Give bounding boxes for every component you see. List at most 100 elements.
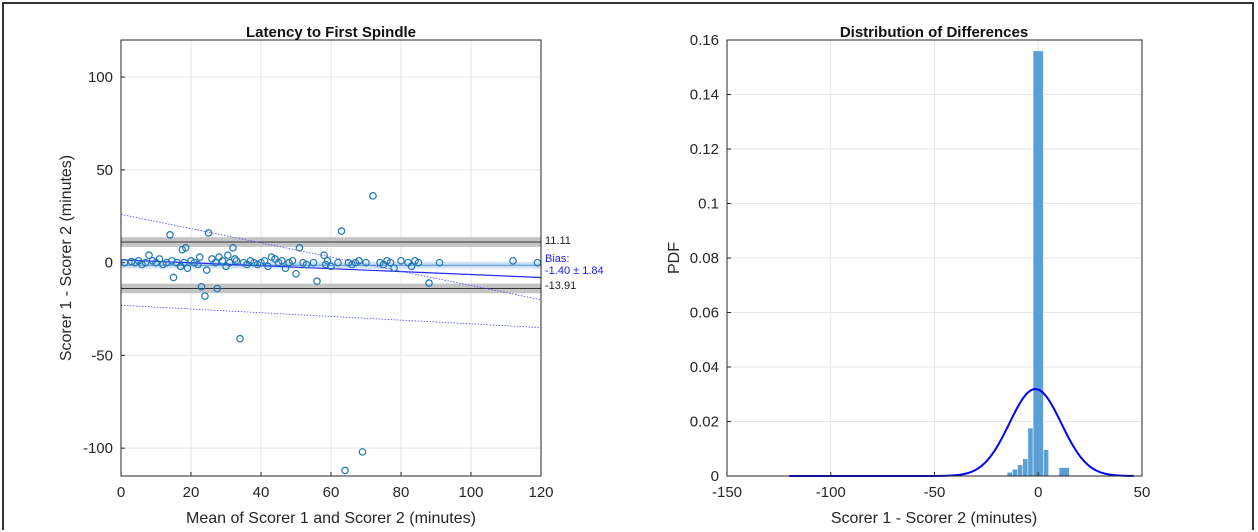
- bland-altman-chart: 0 20 40 60 80 100 120 100 50 0 -50 -100 Latency to…: [58, 24, 604, 527]
- left-x-axis-label: Mean of Scorer 1 and Scorer 2 (minutes): [186, 510, 476, 527]
- data-point: [181, 243, 190, 252]
- lower-loa-label: -13.91: [545, 280, 576, 292]
- data-point: [358, 448, 367, 456]
- data-point: [386, 258, 395, 267]
- y-tick-label: 0.02: [690, 414, 719, 431]
- data-point: [236, 334, 244, 343]
- y-tick-label: 0: [711, 468, 719, 485]
- histogram-chart: -150 -100 -50 0 50 0 0.02 0.04 0.06 0.08 0.1 0.12 0…: [666, 24, 1150, 527]
- y-tick-label: -50: [91, 347, 113, 364]
- histogram-bar: [1032, 50, 1044, 477]
- y-tick-label: 0.14: [690, 87, 719, 104]
- x-tick-label: 40: [253, 484, 270, 501]
- data-point: [355, 256, 363, 265]
- histogram-bar: [1027, 427, 1034, 477]
- data-point: [141, 258, 150, 267]
- limit-bands: [121, 237, 541, 294]
- x-tick-label: -100: [816, 484, 846, 501]
- data-point: [229, 243, 237, 252]
- histogram-bar: [1012, 468, 1018, 477]
- data-point: [435, 258, 444, 267]
- scatter-points: [120, 192, 542, 475]
- right-grid: [726, 39, 1143, 477]
- x-tick-label: 0: [117, 484, 125, 501]
- histogram-bar: [1043, 449, 1049, 477]
- right-x-ticks: -150 -100 -50 0 50: [712, 472, 1150, 501]
- data-point: [281, 264, 290, 273]
- left-y-ticks: 100 50 0 -50 -100: [83, 69, 125, 457]
- data-point: [264, 262, 272, 271]
- data-point: [169, 273, 178, 282]
- left-chart-title: Latency to First Spindle: [246, 24, 416, 41]
- bias-value-label: -1.40 ± 1.84: [545, 265, 604, 277]
- left-grid: [120, 40, 542, 476]
- data-point: [145, 251, 153, 260]
- y-tick-label: 0.04: [690, 359, 719, 376]
- histogram-bar: [1006, 471, 1013, 477]
- data-point: [218, 256, 227, 265]
- right-x-axis-label: Scorer 1 - Scorer 2 (minutes): [831, 510, 1037, 527]
- regression-upper-line: [120, 214, 542, 301]
- data-point: [362, 258, 370, 267]
- data-point: [397, 256, 405, 265]
- y-tick-label: 0.06: [690, 305, 719, 322]
- x-tick-label: -150: [712, 484, 742, 501]
- y-tick-label: 0.1: [698, 196, 719, 213]
- right-y-ticks: 0 0.02 0.04 0.06 0.08 0.1 0.12 0.14 0.16: [690, 32, 731, 485]
- y-tick-label: 0.08: [690, 250, 719, 267]
- data-point: [232, 256, 241, 265]
- data-point: [195, 253, 204, 261]
- data-point: [320, 251, 328, 260]
- y-tick-label: 100: [88, 69, 113, 86]
- data-point: [334, 258, 342, 267]
- data-point: [225, 258, 234, 267]
- x-tick-label: 120: [528, 484, 553, 501]
- bias-label: Bias:: [545, 253, 569, 265]
- histogram-bar: [1058, 467, 1070, 477]
- data-point: [509, 256, 517, 265]
- y-tick-label: -100: [83, 440, 113, 457]
- data-point: [223, 251, 232, 260]
- x-tick-label: 60: [323, 484, 340, 501]
- x-tick-label: 20: [183, 484, 200, 501]
- data-point: [323, 256, 332, 265]
- x-tick-label: 100: [458, 484, 483, 501]
- data-point: [155, 255, 164, 263]
- data-point: [327, 262, 335, 271]
- data-point: [166, 231, 174, 239]
- right-y-axis-label: PDF: [666, 242, 683, 274]
- data-point: [390, 264, 398, 273]
- data-point: [341, 466, 349, 475]
- regression-lower-line: [120, 304, 542, 328]
- x-tick-label: 50: [1134, 484, 1151, 501]
- data-point: [309, 258, 318, 267]
- data-point: [278, 256, 286, 265]
- data-point: [425, 279, 433, 287]
- data-point: [180, 258, 188, 267]
- data-point: [202, 266, 211, 274]
- data-point: [260, 256, 269, 265]
- histogram-bar: [1022, 458, 1029, 477]
- data-point: [213, 284, 222, 293]
- data-point: [337, 227, 346, 235]
- data-point: [414, 258, 423, 267]
- x-tick-label: -50: [924, 484, 946, 501]
- data-point: [204, 229, 213, 237]
- data-point: [183, 264, 192, 273]
- histogram-bars: [809, 50, 1070, 477]
- y-tick-label: 50: [96, 162, 113, 179]
- data-point: [211, 258, 220, 267]
- data-point: [127, 257, 136, 266]
- histogram-bar: [1017, 464, 1023, 477]
- y-tick-label: 0: [105, 255, 113, 272]
- x-tick-label: 0: [1034, 484, 1042, 501]
- data-point: [194, 260, 202, 269]
- data-point: [201, 292, 209, 300]
- normal-fit-line: [789, 388, 1134, 477]
- y-tick-label: 0.12: [690, 141, 719, 158]
- left-y-axis-label: Scorer 1 - Scorer 2 (minutes): [58, 155, 75, 361]
- data-point: [288, 256, 297, 265]
- upper-loa-label: 11.11: [545, 235, 571, 247]
